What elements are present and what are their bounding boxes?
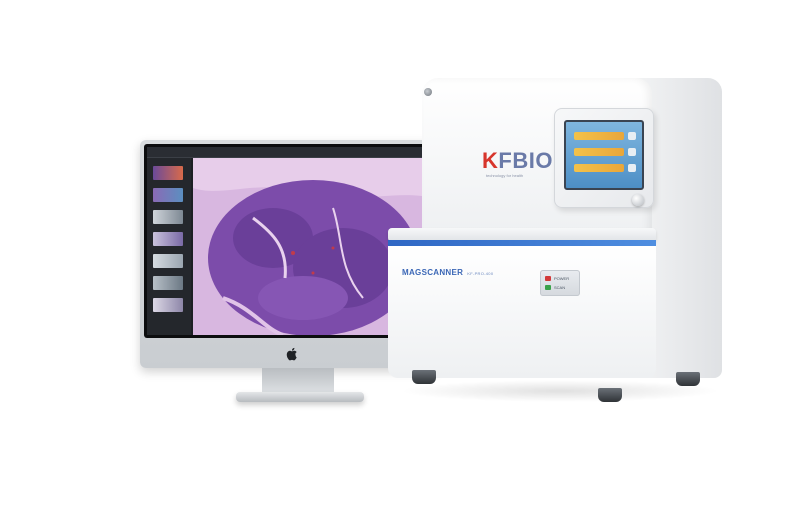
scanner-foot — [412, 370, 436, 384]
tray-status-icon — [628, 148, 636, 156]
scan-label: SCAN — [554, 285, 566, 290]
touch-display-panel[interactable] — [554, 108, 654, 208]
slide-thumbnail[interactable] — [153, 166, 183, 180]
screw-icon — [424, 88, 432, 96]
brand-logo: KFBIO — [482, 148, 553, 173]
power-button[interactable] — [545, 276, 551, 281]
monitor-screen — [147, 147, 433, 335]
tray-status-icon — [628, 164, 636, 172]
accent-stripe — [388, 240, 656, 246]
power-label: POWER — [554, 276, 570, 281]
monitor — [140, 140, 440, 368]
slide-thumbnail[interactable] — [153, 188, 183, 202]
scanner-upper-housing: KFBIO technology for health — [422, 78, 654, 236]
monitor-stand-base — [236, 392, 364, 402]
viewer-sidebar — [147, 158, 191, 335]
monitor-stand-neck — [262, 368, 334, 394]
monitor-bezel — [144, 144, 436, 338]
scanner-shadow — [400, 380, 720, 402]
scan-button[interactable] — [545, 285, 551, 290]
tray-status-icon — [628, 132, 636, 140]
slide-thumbnail[interactable] — [153, 232, 183, 246]
model-label: MAGSCANNER KF-PRO-400 — [402, 268, 494, 277]
touch-screen[interactable] — [564, 120, 644, 190]
slide-tray-indicator — [574, 164, 624, 172]
scanner-foot — [676, 372, 700, 386]
slide-tray-indicator — [574, 132, 624, 140]
slide-tray-indicator — [574, 148, 624, 156]
slide-thumbnail[interactable] — [153, 276, 183, 290]
scanner-ledge — [388, 228, 656, 242]
scanner-lower-housing: MAGSCANNER KF-PRO-400 POWER SCAN — [388, 246, 656, 378]
slide-thumbnail[interactable] — [153, 298, 183, 312]
slide-thumbnail[interactable] — [153, 254, 183, 268]
scanner-foot — [598, 388, 622, 402]
apple-logo-icon — [286, 347, 297, 361]
button-panel: POWER SCAN — [540, 270, 580, 296]
viewer-toolbar — [147, 147, 433, 158]
control-knob[interactable] — [632, 194, 644, 206]
slide-thumbnail[interactable] — [153, 210, 183, 224]
slide-scanner: KFBIO technology for health MAGSCANNER KF… — [380, 78, 725, 402]
brand-tagline: technology for health — [486, 173, 524, 178]
